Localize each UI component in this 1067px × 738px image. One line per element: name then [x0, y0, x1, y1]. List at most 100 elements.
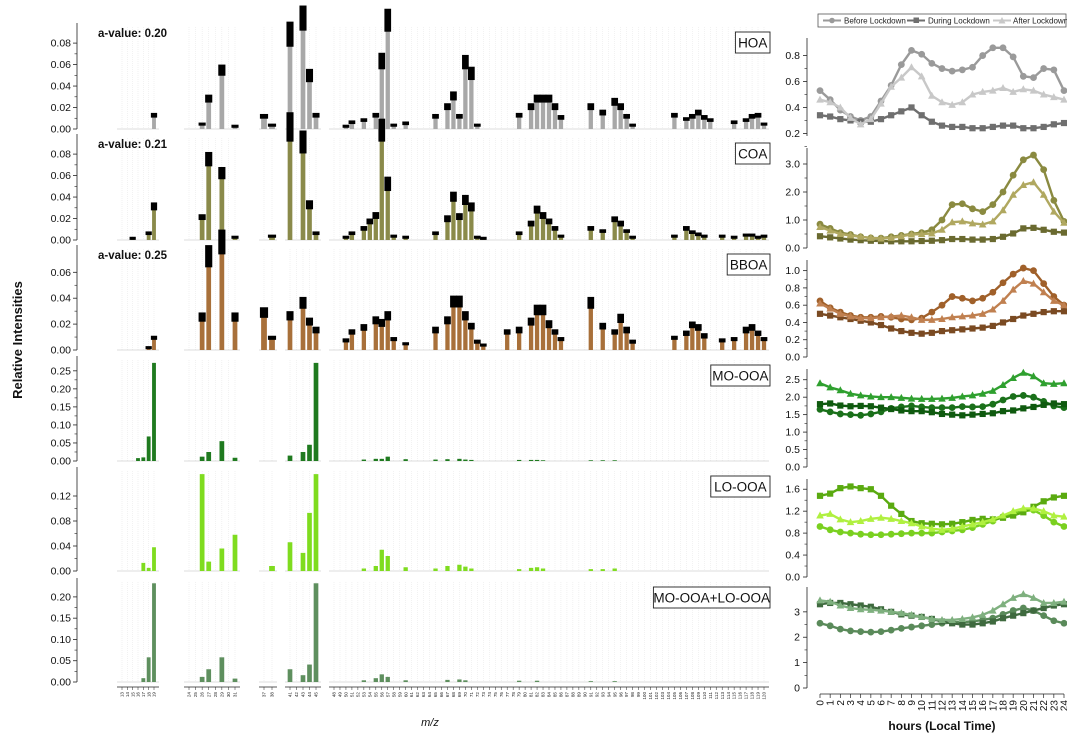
point-triangle	[836, 515, 845, 523]
bar	[534, 459, 540, 461]
bar	[761, 235, 767, 240]
bar	[618, 321, 623, 350]
point-triangle	[1009, 87, 1017, 95]
bar	[206, 561, 212, 571]
point-circle	[857, 628, 865, 636]
bar-fragment-cap	[444, 103, 451, 111]
mz-tick-label: 53	[361, 692, 366, 698]
bar	[385, 30, 390, 129]
mz-tick-label: 18	[146, 692, 151, 698]
point-square	[979, 236, 986, 243]
mz-tick-label: 16	[136, 692, 141, 698]
point-triangle	[856, 391, 865, 399]
panel-title: COA	[738, 147, 767, 162]
bar	[600, 460, 605, 461]
bar	[403, 567, 408, 571]
mz-tick-label: 88	[570, 692, 575, 698]
bar-fragment-cap	[611, 216, 619, 223]
y-tick-label: 0.8	[785, 528, 800, 540]
diurnal-panel-2: 0.0 1.0 2.0 3.0	[785, 148, 1067, 255]
bar	[475, 342, 480, 350]
point-square	[928, 329, 935, 336]
point-triangle	[907, 230, 916, 238]
bar	[206, 101, 212, 129]
y-tick-label: 0.4	[785, 102, 800, 114]
point-circle	[816, 523, 824, 530]
point-triangle	[907, 63, 916, 71]
bar-fragment-cap	[259, 307, 269, 318]
bar-fragment-cap	[706, 118, 714, 122]
bar	[749, 329, 755, 350]
point-triangle	[867, 514, 875, 522]
point-circle	[836, 625, 844, 633]
y-tick-label: 0.25	[51, 365, 72, 377]
y-tick-label: 2	[794, 632, 800, 644]
bar-fragment-cap	[617, 220, 625, 227]
bar-fragment-cap	[587, 226, 595, 231]
point-square	[837, 116, 844, 123]
bar	[612, 333, 617, 350]
point-triangle	[877, 99, 885, 107]
bar	[349, 233, 355, 240]
bar	[749, 117, 755, 129]
bar-fragment-cap	[150, 202, 158, 211]
point-square	[908, 104, 915, 111]
bar-fragment-cap	[545, 94, 553, 103]
mz-tick-label: 38	[270, 692, 275, 698]
mz-tick-label: 64	[427, 692, 432, 698]
hour-tick-label: 8	[897, 700, 908, 706]
bar	[469, 209, 474, 240]
bar	[588, 569, 593, 571]
point-triangle	[968, 613, 977, 621]
point-square	[1010, 230, 1017, 237]
bar	[300, 307, 306, 350]
point-circle	[1060, 87, 1067, 94]
point-triangle	[897, 609, 906, 617]
point-triangle	[1060, 597, 1067, 605]
bar-fragment-cap	[150, 335, 158, 340]
bar	[445, 566, 450, 571]
bar-fragment-cap	[462, 194, 469, 205]
point-circle	[897, 530, 905, 538]
bar	[403, 680, 408, 682]
bar	[269, 124, 275, 129]
bar	[232, 457, 238, 461]
bar	[199, 218, 205, 240]
point-circle	[999, 279, 1007, 287]
mz-tick-label: 110	[702, 692, 707, 700]
bar	[379, 67, 384, 129]
bar	[433, 459, 438, 461]
mz-tick-label: 116	[738, 692, 743, 700]
point-triangle	[856, 120, 865, 128]
point-square	[1020, 405, 1027, 412]
y-tick-label: 0.04	[51, 541, 72, 553]
point-triangle	[928, 229, 936, 237]
y-tick-label: 1.5	[785, 409, 800, 421]
y-tick-label: 0	[794, 683, 800, 695]
bar-fragment-cap	[533, 304, 541, 316]
mz-tick-label: 14	[125, 692, 130, 698]
bar	[534, 101, 540, 129]
point-square	[1010, 315, 1017, 323]
point-circle	[1019, 604, 1027, 612]
point-triangle	[867, 233, 875, 241]
point-square	[918, 237, 925, 245]
bar	[690, 117, 695, 129]
hour-tick-label: 2	[836, 700, 847, 706]
mz-tick-label: 62	[415, 692, 420, 698]
point-triangle	[1050, 207, 1058, 215]
bar	[232, 678, 238, 682]
bar-fragment-cap	[360, 324, 368, 331]
point-triangle	[1029, 86, 1038, 94]
point-circle	[857, 530, 865, 538]
bar	[361, 568, 367, 571]
point-triangle	[887, 233, 895, 241]
point-triangle	[887, 607, 895, 615]
bar	[684, 119, 689, 129]
panel-title: BBOA	[730, 258, 768, 273]
bar-fragment-cap	[700, 115, 708, 120]
bar	[152, 208, 156, 240]
point-circle	[1030, 151, 1037, 159]
panel-title-box	[734, 142, 771, 165]
point-circle	[918, 529, 926, 537]
